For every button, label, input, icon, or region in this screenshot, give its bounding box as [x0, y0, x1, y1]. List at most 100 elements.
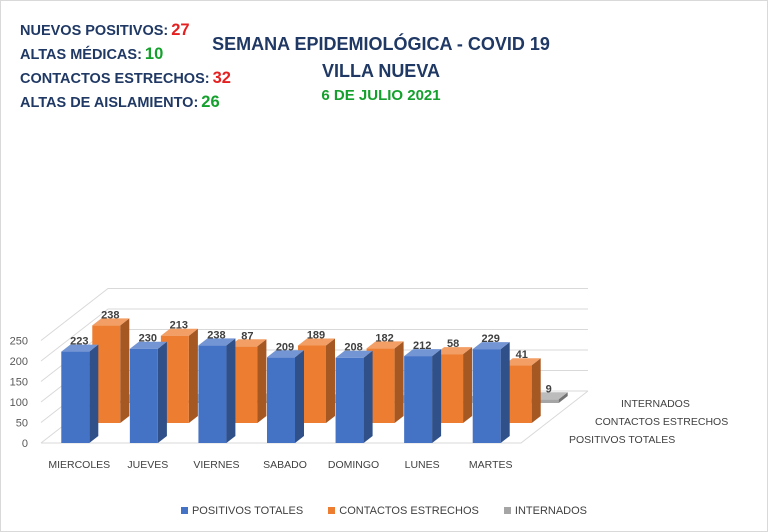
stat-label: NUEVOS POSITIVOS: [20, 23, 169, 39]
data-label: 182 [375, 332, 393, 344]
bar-side [120, 318, 130, 423]
legend-item-positivos: POSITIVOS TOTALES [180, 505, 304, 517]
bar-top [503, 358, 541, 366]
data-label: 209 [276, 341, 294, 353]
bar-top [404, 349, 442, 357]
y-tick-label: 200 [10, 356, 28, 368]
x-tick-label: SABADO [263, 459, 307, 471]
bar [61, 351, 90, 443]
stat-label: CONTACTOS ESTRECHOS: [20, 71, 210, 87]
y-tick-label: 100 [10, 397, 28, 409]
bar [472, 349, 501, 443]
bar-side [326, 338, 335, 423]
bar-side [226, 338, 236, 443]
stat-label: ALTAS DE AISLAMIENTO: [20, 95, 199, 111]
data-label: 58 [447, 338, 459, 350]
bar-top [435, 347, 473, 355]
bar-top [366, 341, 404, 349]
stat-nuevos-positivos: NUEVOS POSITIVOS: 27 [20, 18, 231, 42]
x-tick-label: VIERNES [193, 459, 239, 471]
stat-altas-aislamiento: ALTAS DE AISLAMIENTO: 26 [20, 90, 231, 114]
legend-swatch-contactos [328, 507, 336, 514]
legend-item-internados: INTERNADOS [503, 505, 588, 517]
stat-label: ALTAS MÉDICAS: [20, 47, 142, 63]
depth-axis-label: CONTACTOS ESTRECHOS [595, 416, 728, 428]
x-tick-label: JUEVES [127, 459, 168, 471]
bar-side [394, 341, 404, 423]
y-tick-label: 150 [10, 377, 28, 389]
bar [129, 348, 158, 443]
data-label: 213 [170, 320, 188, 332]
x-tick-label: MARTES [469, 459, 513, 471]
x-tick-label: MIERCOLES [48, 459, 110, 471]
bar [267, 357, 295, 443]
bar-top [61, 344, 99, 352]
bar [335, 357, 364, 443]
bar-top [335, 350, 373, 358]
data-label: 230 [139, 333, 157, 345]
bar-side [257, 339, 267, 423]
bar [198, 345, 227, 443]
bar-side [531, 358, 541, 423]
data-label: 9 [546, 383, 552, 395]
bar-side [432, 349, 442, 443]
bar-top [229, 339, 267, 347]
y-tick-label: 0 [22, 438, 28, 450]
gridline [40, 308, 588, 362]
data-label: 238 [207, 329, 225, 341]
bar-side [157, 341, 167, 443]
data-label: 229 [482, 333, 500, 345]
chart-subtitle: VILLA NUEVA [321, 61, 440, 81]
legend-label: INTERNADOS [514, 505, 588, 517]
bar-side [295, 350, 304, 443]
chart-title: SEMANA EPIDEMIOLÓGICA - COVID 19 [212, 34, 550, 54]
chart-date: 6 DE JULIO 2021 [321, 87, 441, 104]
data-label: 189 [307, 330, 325, 342]
bar-side [463, 347, 473, 423]
bar-side [500, 342, 510, 443]
depth-axis-label: INTERNADOS [621, 398, 690, 410]
data-label: 223 [70, 336, 88, 348]
x-tick-label: LUNES [405, 459, 440, 471]
stat-contactos-estrechos: CONTACTOS ESTRECHOS: 32 [20, 66, 231, 90]
chart-plot: 0501001502002504564209238213871891825841… [10, 288, 728, 471]
series-0: 223 230 238 209 208 212 229 [61, 329, 510, 443]
data-label: 41 [516, 349, 528, 361]
gridline [40, 288, 588, 341]
bar-side [363, 350, 373, 443]
bar [530, 399, 559, 403]
chart-header: SEMANA EPIDEMIOLÓGICA - COVID 19 VILLA N… [151, 31, 611, 107]
bar-top [160, 328, 198, 336]
bar-side [89, 344, 99, 443]
stat-value: 32 [212, 69, 231, 87]
bar-side [188, 328, 198, 423]
bar-top [198, 338, 236, 346]
y-tick-label: 250 [10, 336, 28, 348]
legend-label: CONTACTOS ESTRECHOS [339, 505, 479, 517]
legend-label: POSITIVOS TOTALES [191, 505, 304, 517]
depth-axis-label: POSITIVOS TOTALES [569, 434, 675, 446]
legend-swatch-positivos [180, 507, 188, 514]
stat-value: 10 [144, 45, 164, 63]
legend-swatch-internados [503, 507, 511, 514]
x-tick-label: DOMINGO [328, 459, 379, 471]
legend-item-contactos: CONTACTOS ESTRECHOS [328, 505, 479, 517]
chart-legend: POSITIVOS TOTALES CONTACTOS ESTRECHOS IN… [1, 505, 767, 517]
stat-value: 26 [201, 93, 220, 111]
bar-top [267, 350, 304, 358]
bar [404, 356, 433, 443]
data-label: 238 [101, 309, 119, 321]
bar-top [129, 341, 167, 349]
bar-top [298, 338, 335, 346]
data-label: 87 [241, 330, 253, 342]
bar-side [558, 392, 568, 403]
stats-panel: NUEVOS POSITIVOS: 27 ALTAS MÉDICAS: 10 CON… [20, 18, 231, 114]
data-label: 212 [413, 340, 431, 352]
stat-value: 27 [171, 21, 190, 39]
bar-top [472, 342, 510, 350]
bar-top [92, 318, 130, 326]
stat-altas-medicas: ALTAS MÉDICAS: 10 [20, 42, 231, 66]
y-tick-label: 50 [16, 418, 28, 430]
data-label: 208 [344, 342, 362, 354]
